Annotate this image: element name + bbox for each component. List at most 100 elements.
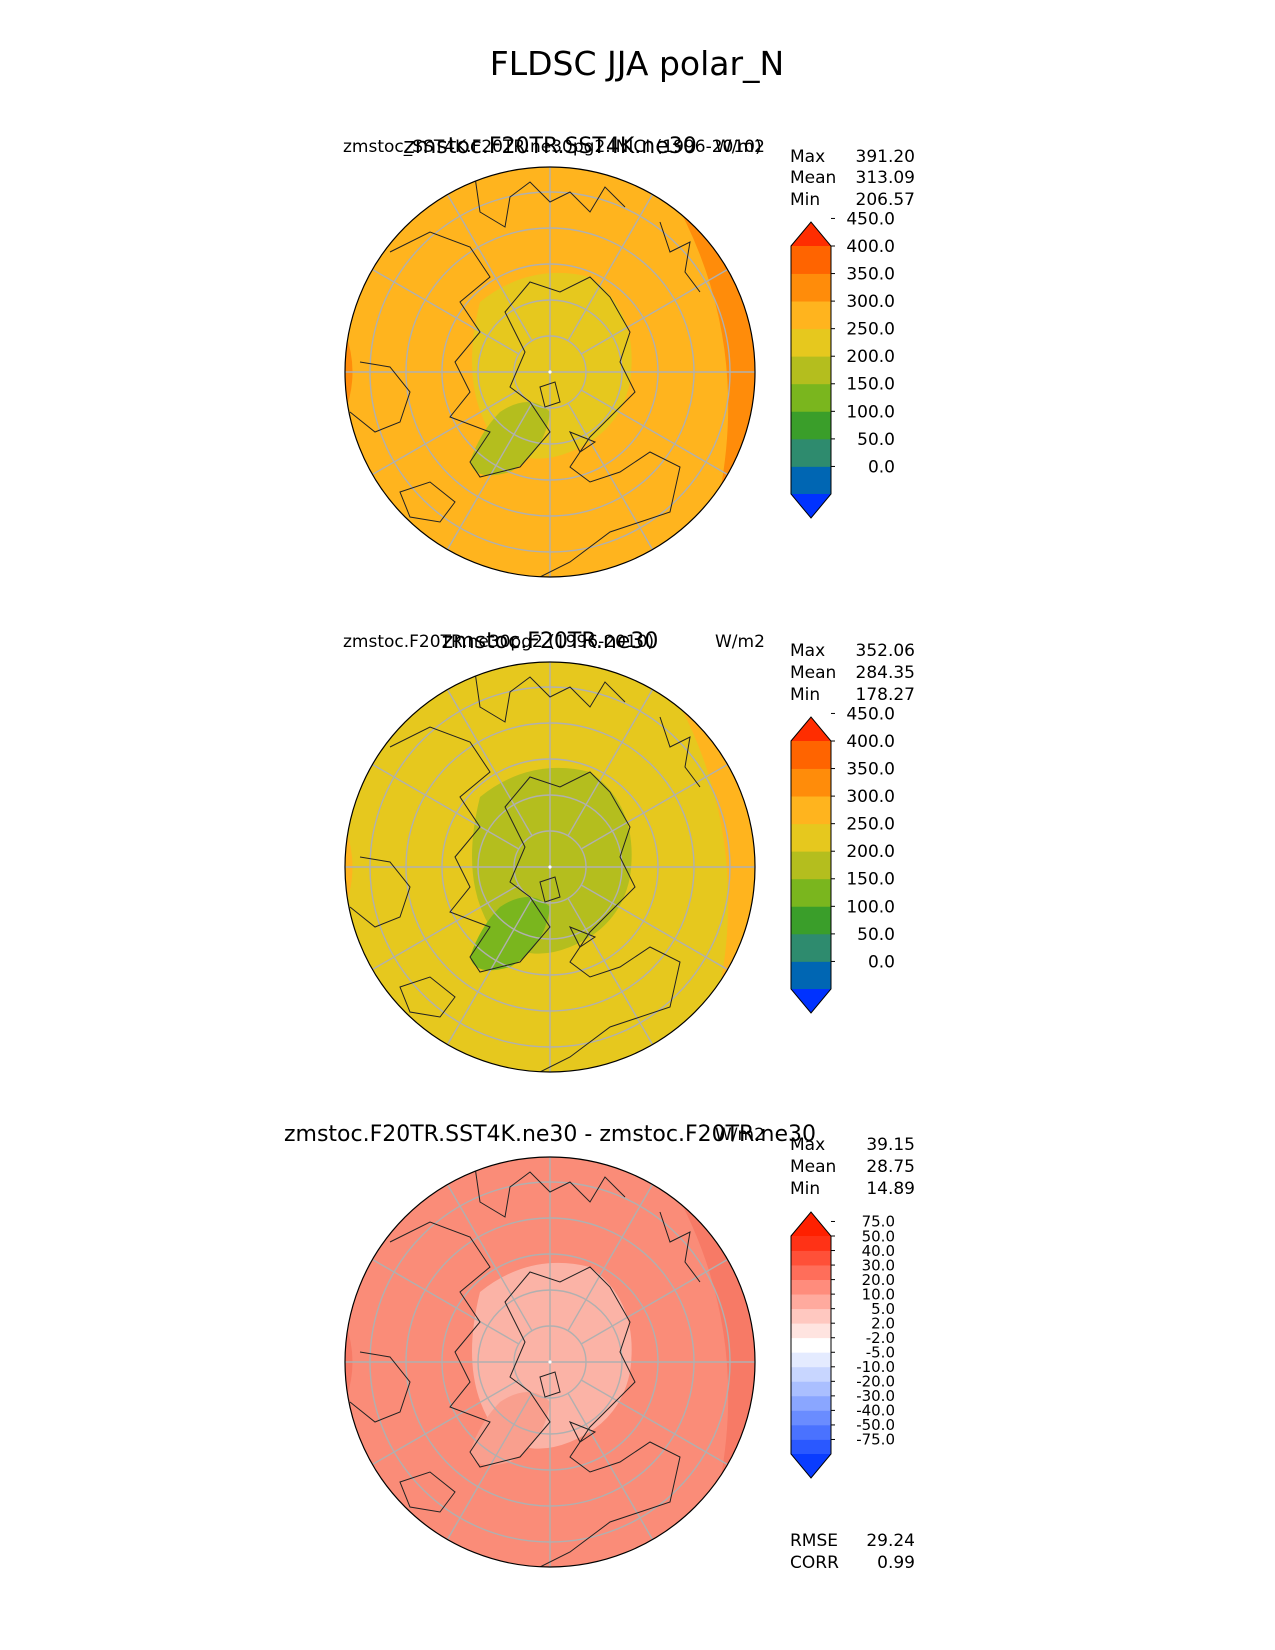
stat-min-label: Min bbox=[790, 1179, 820, 1199]
coastlines bbox=[349, 671, 701, 1072]
coastline bbox=[389, 1221, 681, 1567]
colorbar-band bbox=[791, 906, 831, 935]
stat-max-label: Max bbox=[790, 1135, 825, 1155]
field-region-low bbox=[470, 402, 550, 476]
colorbar-band bbox=[791, 1424, 831, 1440]
colorbar-band bbox=[791, 1323, 831, 1339]
meridian-line bbox=[567, 689, 654, 837]
polar-map bbox=[344, 166, 756, 578]
coastline bbox=[474, 1166, 626, 1218]
north-pole-marker bbox=[548, 370, 552, 374]
colorbar-tick-label: 200.0 bbox=[846, 842, 895, 862]
colorbar-extend-max bbox=[791, 717, 831, 741]
field-region-low bbox=[470, 1392, 550, 1466]
colorbar-band bbox=[791, 768, 831, 797]
meridian-line bbox=[372, 763, 520, 850]
coastline bbox=[659, 221, 701, 293]
graticule bbox=[345, 167, 755, 577]
colorbar-extend-min bbox=[791, 989, 831, 1013]
stat-max-value: 391.20 bbox=[856, 147, 915, 167]
coastline bbox=[349, 856, 411, 928]
polar-map bbox=[344, 1156, 756, 1568]
stat-mean-value: 313.09 bbox=[856, 168, 915, 188]
panel-test: zmstoc.F20TR.SST4K.ne30 zmstoc_SST4K.F20… bbox=[343, 134, 915, 578]
colorbar-tick-label: 250.0 bbox=[846, 815, 895, 835]
corr-value: 0.99 bbox=[877, 1553, 915, 1573]
panel-subtitle-left: zmstoc_SST4K.F20TR.ne30pg2.INICI (1996-2… bbox=[343, 137, 762, 157]
colorbar-tick-label: -50.0 bbox=[856, 1416, 895, 1434]
colorbar: 0.0 50.0 100.0 150.0 200.0 250.0 300.0 350.0 400… bbox=[790, 209, 895, 519]
meridian-line bbox=[446, 689, 533, 837]
stat-mean-label: Mean bbox=[790, 663, 836, 683]
colorbar-tick-label: 5.0 bbox=[871, 1300, 895, 1318]
metrics-block: RMSE 29.24 CORR 0.99 bbox=[790, 1531, 915, 1573]
coastline bbox=[399, 481, 456, 523]
colorbar-band bbox=[791, 301, 831, 330]
meridian-line bbox=[567, 1184, 654, 1332]
meridian-line bbox=[580, 268, 728, 355]
colorbar-tick-label: 400.0 bbox=[846, 732, 895, 752]
coastline bbox=[659, 716, 701, 788]
coastline bbox=[539, 381, 561, 408]
colorbar-band bbox=[791, 411, 831, 440]
colorbar-band bbox=[791, 466, 831, 495]
colorbar-tick-label: 400.0 bbox=[846, 237, 895, 257]
corr-label: CORR bbox=[790, 1553, 839, 1573]
colorbar-tick-label: 250.0 bbox=[846, 320, 895, 340]
colorbar-band bbox=[791, 851, 831, 880]
stat-min-label: Min bbox=[790, 685, 820, 705]
stat-min-value: 178.27 bbox=[856, 685, 915, 705]
colorbar: 0.0 50.0 100.0 150.0 200.0 250.0 300.0 350.0 400… bbox=[790, 704, 895, 1014]
coastline bbox=[349, 361, 411, 433]
meridian-line bbox=[580, 763, 728, 850]
colorbar-tick-label: -40.0 bbox=[856, 1402, 895, 1420]
north-pole-marker bbox=[548, 865, 552, 869]
panel-units: W/m2 bbox=[715, 137, 765, 157]
colorbar-band bbox=[791, 356, 831, 385]
meridian-line bbox=[446, 897, 533, 1045]
colorbar-tick-label: 350.0 bbox=[846, 760, 895, 780]
colorbar-tick-label: 300.0 bbox=[846, 292, 895, 312]
colorbar-tick-label: 100.0 bbox=[846, 402, 895, 422]
meridian-line bbox=[372, 1258, 520, 1345]
stat-mean-value: 28.75 bbox=[866, 1157, 915, 1177]
stats-block: Max 352.06 Mean 284.35 Min 178.27 bbox=[790, 641, 915, 705]
graticule bbox=[345, 662, 755, 1072]
coastline bbox=[349, 1351, 411, 1423]
colorbar-band bbox=[791, 823, 831, 852]
colorbar-band bbox=[791, 1410, 831, 1426]
colorbar-band bbox=[791, 1337, 831, 1353]
colorbar-band bbox=[791, 933, 831, 962]
colorbar-tick-label: 200.0 bbox=[846, 347, 895, 367]
panel-difference: zmstoc.F20TR.SST4K.ne30 - zmstoc.F20TR.n… bbox=[284, 1122, 915, 1573]
colorbar-tick-label: 450.0 bbox=[846, 209, 895, 229]
coastline bbox=[389, 726, 681, 1072]
stat-max-label: Max bbox=[790, 641, 825, 661]
stat-min-value: 206.57 bbox=[856, 190, 915, 210]
colorbar-tick-label: 40.0 bbox=[862, 1242, 895, 1260]
coastline bbox=[568, 1421, 597, 1443]
meridian-line bbox=[567, 1392, 654, 1540]
field-region-low bbox=[470, 897, 550, 971]
colorbar-outline bbox=[790, 1211, 832, 1479]
meridian-line bbox=[580, 389, 728, 476]
colorbar-band bbox=[791, 1395, 831, 1411]
colorbar-tick-label: 300.0 bbox=[846, 787, 895, 807]
colorbar-tick-label: -2.0 bbox=[866, 1329, 895, 1347]
meridian-line bbox=[372, 884, 520, 971]
stat-max-value: 39.15 bbox=[866, 1135, 915, 1155]
graticule bbox=[345, 1157, 755, 1567]
colorbar-band bbox=[791, 383, 831, 412]
colorbar-band bbox=[791, 1279, 831, 1295]
colorbar-extend-min bbox=[791, 1454, 831, 1478]
colorbar-band bbox=[791, 796, 831, 825]
meridian-line bbox=[567, 402, 654, 550]
colorbar-tick-label: 75.0 bbox=[862, 1213, 895, 1231]
coastlines bbox=[349, 1166, 701, 1567]
polar-map bbox=[344, 661, 756, 1073]
colorbar-tick-label: 2.0 bbox=[871, 1314, 895, 1332]
colorbar-band bbox=[791, 246, 831, 274]
colorbar-band bbox=[791, 1352, 831, 1368]
panel-title: zmstoc.F20TR.ne30 bbox=[442, 629, 659, 654]
